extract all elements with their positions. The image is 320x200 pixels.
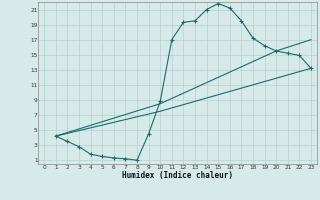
X-axis label: Humidex (Indice chaleur): Humidex (Indice chaleur): [122, 171, 233, 180]
